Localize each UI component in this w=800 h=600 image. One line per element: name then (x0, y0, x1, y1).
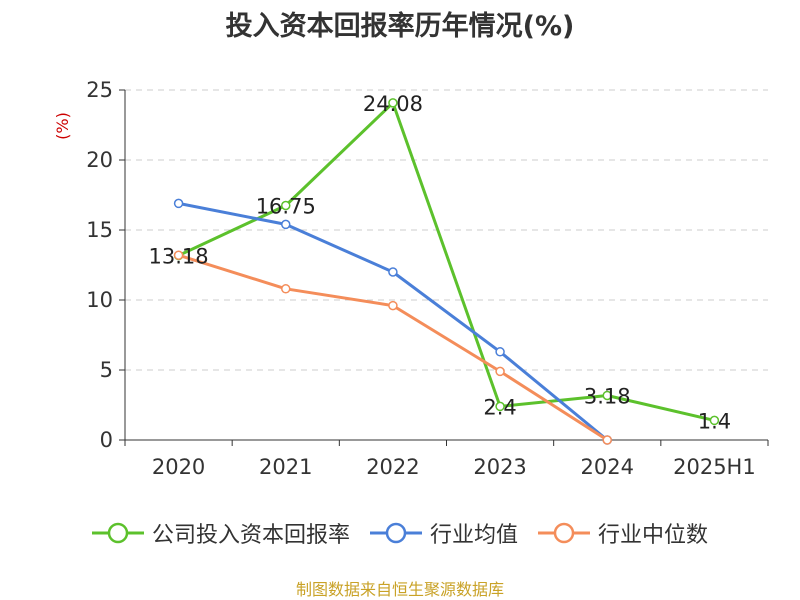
legend-marker-icon (369, 522, 422, 544)
chart-title: 投入资本回报率历年情况(%) (225, 11, 575, 42)
data-point (602, 390, 612, 401)
data-point (602, 435, 612, 445)
data-point (388, 267, 398, 277)
y-tick-label: 20 (86, 148, 113, 172)
x-tick-label: 2020 (152, 455, 205, 479)
x-tick-label: 2025H1 (673, 455, 756, 479)
data-point (388, 98, 398, 108)
data-label: 16.75 (256, 195, 316, 219)
data-point (709, 415, 720, 426)
y-tick-label: 0 (100, 428, 113, 452)
legend-label: 公司投入资本回报率 (151, 523, 350, 548)
data-point (495, 401, 505, 412)
series-line (178, 201, 609, 442)
data-point (281, 200, 291, 211)
y-tick-label: 5 (100, 358, 113, 382)
x-tick-label: 2022 (366, 455, 419, 479)
series-line (178, 253, 609, 442)
legend-item[interactable]: 行业中位数 (538, 517, 708, 549)
data-point (388, 300, 398, 311)
y-axis-label: (%) (53, 112, 72, 140)
legend-item[interactable]: 行业均值 (369, 517, 518, 549)
data-point (495, 347, 505, 357)
series-line (177, 101, 715, 422)
y-tick-label: 15 (86, 218, 113, 242)
source-note: 制图数据来自恒生聚源数据库 (295, 580, 504, 599)
legend-marker-icon (91, 522, 144, 544)
data-label: 2.4 (483, 395, 516, 419)
x-tick-label: 2024 (581, 455, 634, 479)
data-point (281, 219, 291, 230)
legend-item[interactable]: 公司投入资本回报率 (91, 517, 350, 549)
data-label: 13.18 (149, 244, 209, 268)
x-tick-label: 2023 (473, 455, 526, 479)
legend-label: 行业均值 (429, 523, 518, 548)
y-tick-label: 10 (86, 288, 113, 312)
data-label: 1.4 (698, 409, 731, 433)
legend: 公司投入资本回报率 行业均值 行业中位数 (0, 517, 800, 549)
x-tick-label: 2021 (259, 455, 312, 479)
line-chart-plot: 0 5 10 15 20 25 2020 2021 2022 2023 2024 2025H1 (%) 1… (53, 78, 769, 479)
legend-label: 行业中位数 (598, 523, 709, 548)
data-point (495, 366, 505, 377)
data-label: 3.18 (584, 384, 631, 408)
y-tick-label: 25 (86, 78, 113, 102)
data-point (281, 284, 291, 294)
data-point (173, 198, 184, 209)
data-point (173, 250, 184, 260)
data-label: 24.08 (363, 92, 423, 116)
legend-marker-icon (538, 522, 590, 544)
